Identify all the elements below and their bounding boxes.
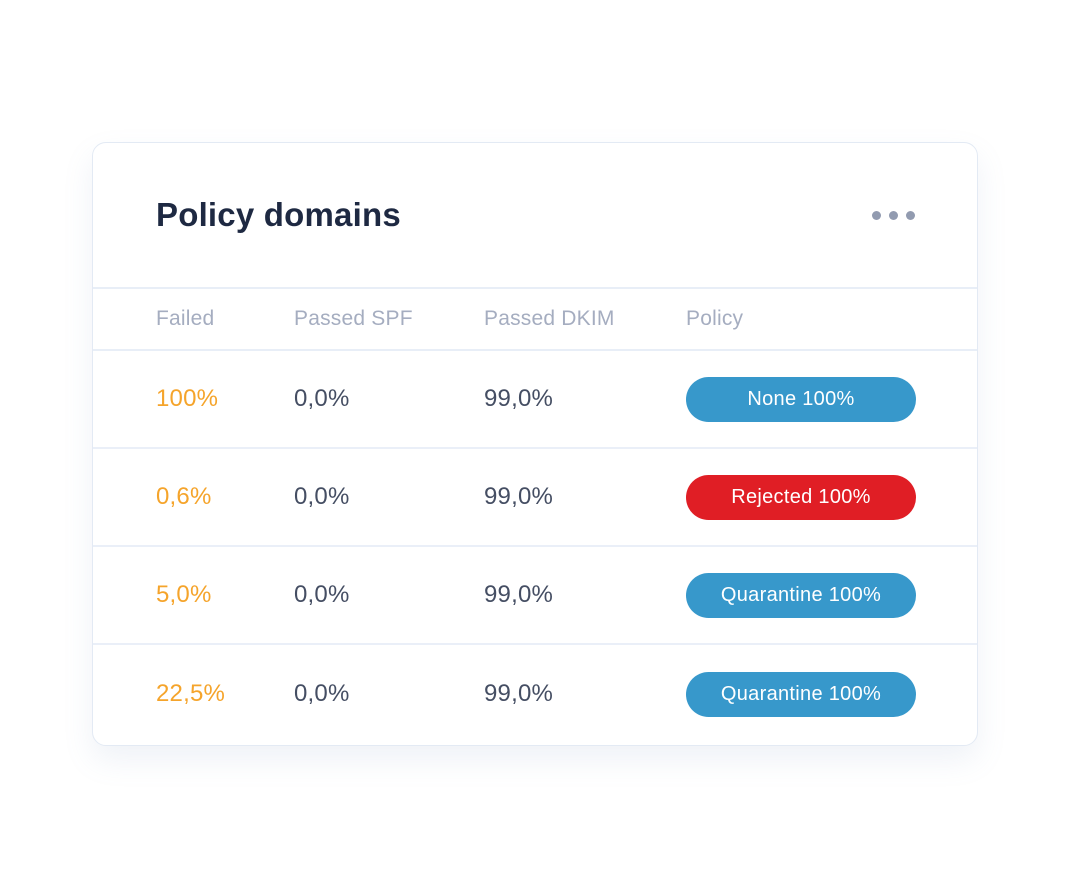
policy-domains-card: Policy domains Failed Passed SPF Passed … <box>92 142 978 746</box>
policy-badge: Rejected 100% <box>686 474 916 520</box>
passed-spf-value: 0,0% <box>294 483 350 510</box>
table-row: 22,5% 0,0% 99,0% Quarantine 100% <box>93 645 977 743</box>
table-row: 0,6% 0,0% 99,0% Rejected 100% <box>93 449 977 547</box>
column-header-passed-spf: Passed SPF <box>294 307 413 330</box>
passed-dkim-value: 99,0% <box>484 581 554 608</box>
column-header-passed-dkim: Passed DKIM <box>484 307 615 330</box>
ellipsis-icon <box>872 210 881 220</box>
page-title: Policy domains <box>156 196 401 233</box>
policy-badge: None 100% <box>686 376 916 422</box>
passed-dkim-value: 99,0% <box>484 385 554 412</box>
table-row: 5,0% 0,0% 99,0% Quarantine 100% <box>93 547 977 645</box>
more-options-button[interactable] <box>870 201 917 230</box>
failed-value: 0,6% <box>156 483 212 510</box>
passed-dkim-value: 99,0% <box>484 483 554 510</box>
passed-spf-value: 0,0% <box>294 680 350 707</box>
column-header-policy: Policy <box>686 307 744 330</box>
failed-value: 22,5% <box>156 680 226 707</box>
table-row: 100% 0,0% 99,0% None 100% <box>93 351 977 449</box>
policy-badge: Quarantine 100% <box>686 572 916 618</box>
failed-value: 100% <box>156 385 219 412</box>
passed-spf-value: 0,0% <box>294 385 350 412</box>
policy-badge: Quarantine 100% <box>686 671 916 717</box>
passed-spf-value: 0,0% <box>294 581 350 608</box>
column-header-failed: Failed <box>156 307 215 330</box>
ellipsis-icon <box>906 210 915 220</box>
card-header: Policy domains <box>93 143 977 287</box>
failed-value: 5,0% <box>156 581 212 608</box>
table-header-row: Failed Passed SPF Passed DKIM Policy <box>93 287 977 351</box>
passed-dkim-value: 99,0% <box>484 680 554 707</box>
ellipsis-icon <box>889 210 898 220</box>
